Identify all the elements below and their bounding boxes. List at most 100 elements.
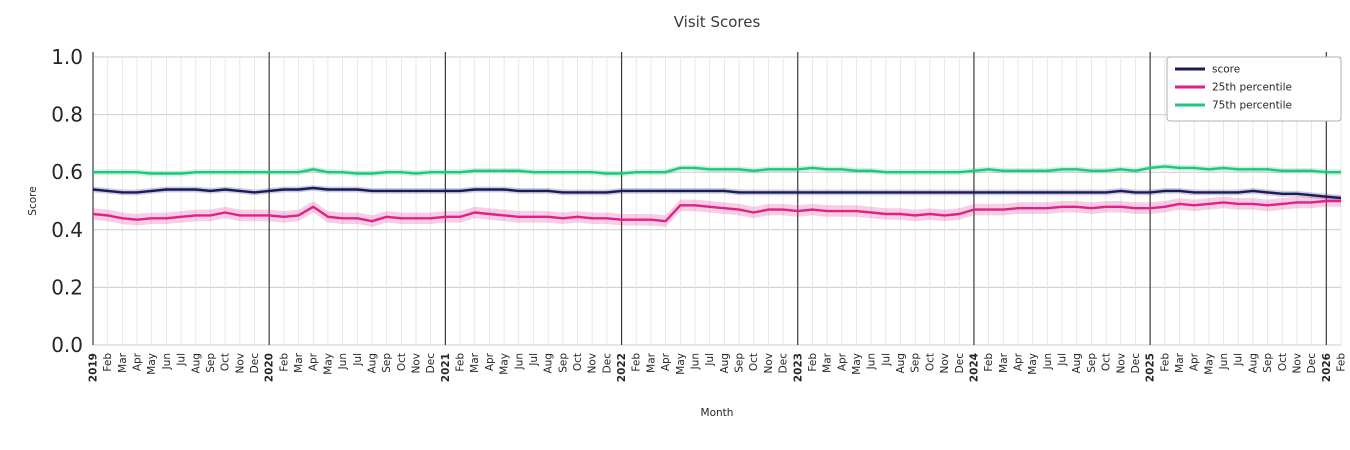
x-tick-label: Mar: [293, 352, 305, 372]
x-tick-label: Dec: [778, 353, 790, 374]
x-tick-label: Nov: [939, 353, 951, 374]
x-tick-label: 2023: [792, 353, 804, 382]
x-tick-label: Sep: [1262, 353, 1274, 373]
x-tick-label: Aug: [366, 353, 378, 374]
x-tick-label: Apr: [836, 352, 848, 371]
x-tick-label: 2021: [440, 353, 452, 382]
x-tick-label: May: [146, 353, 158, 375]
x-tick-label: Jul: [880, 353, 892, 367]
x-tick-label: Jul: [704, 353, 716, 367]
x-tick-label: 2022: [616, 353, 628, 382]
x-tick-label: Mar: [469, 352, 481, 372]
legend: score 25th percentile 75th percentile: [1166, 56, 1342, 122]
x-tick-label: 2026: [1321, 353, 1333, 382]
x-tick-label: May: [1203, 353, 1215, 375]
x-tick-label: Aug: [190, 353, 202, 374]
x-tick-label: Oct: [1101, 353, 1113, 371]
x-tick-label: Nov: [411, 353, 423, 374]
year-lines: [92, 52, 1327, 345]
x-tick-label: Feb: [1336, 353, 1348, 372]
x-tick-label: Oct: [748, 353, 760, 371]
x-tick-label: Oct: [572, 353, 584, 371]
line-score: [92, 186, 1342, 200]
x-tick-label: Jul: [1233, 353, 1245, 367]
x-tick-label: Oct: [220, 353, 232, 371]
x-tick-label: May: [851, 353, 863, 375]
x-tick-label: Apr: [660, 352, 672, 371]
x-tick-label: Sep: [734, 353, 746, 373]
y-tick-label: 0.4: [51, 218, 83, 242]
x-tick-label: Mar: [117, 352, 129, 372]
x-tick-label: Mar: [645, 352, 657, 372]
x-tick-label: Aug: [543, 353, 555, 374]
x-tick-label: Sep: [557, 353, 569, 373]
legend-label: 25th percentile: [1212, 82, 1292, 94]
x-tick-label: Feb: [631, 353, 643, 372]
x-tick-label: Apr: [484, 352, 496, 371]
x-gridlines: [107, 57, 1342, 345]
x-tick-label: Feb: [1159, 353, 1171, 372]
x-tick-label: Nov: [587, 353, 599, 374]
x-tick-label: Jul: [352, 353, 364, 367]
band-p25: [93, 195, 1341, 227]
y-tick-label: 0.0: [51, 333, 83, 357]
x-tick-label: Feb: [102, 353, 114, 372]
y-tick-label: 0.8: [51, 103, 83, 127]
legend-label: score: [1212, 64, 1240, 76]
y-gridlines: [93, 56, 1341, 346]
x-tick-label: Jun: [161, 353, 173, 370]
legend-label: 75th percentile: [1212, 100, 1292, 112]
x-tick-label: Apr: [308, 352, 320, 371]
x-tick-label: Apr: [1189, 352, 1201, 371]
legend-box: [1166, 56, 1342, 122]
x-tick-label: 2020: [264, 353, 276, 382]
x-tick-label: Apr: [1012, 352, 1024, 371]
x-tick-label: Mar: [1174, 352, 1186, 372]
band-score: [93, 185, 1341, 201]
y-tick-label: 1.0: [51, 45, 83, 69]
x-tick-label: Jun: [1218, 353, 1230, 370]
x-tick-label: Mar: [822, 352, 834, 372]
x-tick-label: Jul: [176, 353, 188, 367]
x-tick-label: Oct: [396, 353, 408, 371]
x-tick-label: May: [499, 353, 511, 375]
x-tick-label: Nov: [763, 353, 775, 374]
x-tick-label: 2025: [1145, 353, 1157, 382]
x-tick-label: Feb: [455, 353, 467, 372]
x-tick-label: Feb: [983, 353, 995, 372]
x-tick-label: Jul: [528, 353, 540, 367]
x-tick-label: Jun: [689, 353, 701, 370]
x-axis-label: Month: [701, 407, 734, 419]
x-tick-label: Sep: [381, 353, 393, 373]
x-tick-label: Sep: [205, 353, 217, 373]
x-tick-label: Mar: [998, 352, 1010, 372]
x-tick-label: Jun: [1042, 353, 1054, 370]
line-p75: [93, 165, 1341, 175]
y-axis-label: Score: [27, 186, 39, 215]
x-tick-label: 2024: [968, 353, 980, 382]
x-tick-label: Oct: [924, 353, 936, 371]
x-tick-label: Dec: [954, 353, 966, 374]
y-tick-label: 0.6: [51, 160, 83, 184]
x-tick-label: Dec: [425, 353, 437, 374]
y-tick-labels: 0.0 0.2 0.4 0.6 0.8 1.0: [51, 45, 83, 357]
x-tick-label: Oct: [1277, 353, 1289, 371]
line-p25: [92, 199, 1341, 223]
x-tick-label: May: [1027, 353, 1039, 375]
x-tick-label: Dec: [1130, 353, 1142, 374]
x-tick-label: Aug: [719, 353, 731, 374]
x-tick-label: Apr: [132, 352, 144, 371]
x-tick-label: Aug: [1071, 353, 1083, 374]
x-tick-label: Sep: [1086, 353, 1098, 373]
x-tick-label: 2019: [88, 353, 100, 382]
x-tick-label: Sep: [910, 353, 922, 373]
x-tick-label: Jun: [337, 353, 349, 370]
x-tick-label: May: [675, 353, 687, 375]
chart-title: Visit Scores: [674, 13, 761, 31]
x-tick-label: Jun: [866, 353, 878, 370]
x-tick-label: Nov: [234, 353, 246, 374]
x-tick-label: Aug: [895, 353, 907, 374]
x-tick-label: Nov: [1115, 353, 1127, 374]
